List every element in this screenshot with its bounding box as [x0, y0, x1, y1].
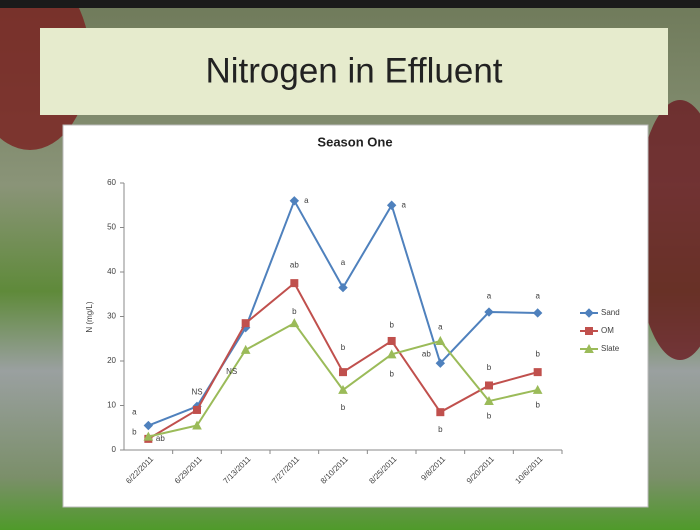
y-tick-label: 0 — [112, 445, 117, 454]
y-axis-label: N (mg/L) — [85, 301, 94, 332]
annotation: NS — [226, 367, 237, 376]
y-tick-label: 60 — [107, 178, 116, 187]
legend-marker — [586, 328, 593, 335]
y-tick-label: 50 — [107, 223, 116, 232]
chart-title: Season One — [317, 134, 392, 149]
annotation: a — [132, 407, 137, 416]
marker — [242, 320, 249, 327]
y-tick-label: 30 — [107, 312, 116, 321]
slide: Nitrogen in Effluent Season One N (mg/L)… — [0, 0, 700, 530]
y-tick-label: 20 — [107, 356, 116, 365]
annotation: b — [487, 412, 492, 421]
annotation: b — [389, 369, 394, 378]
annotation: b — [535, 401, 540, 410]
annotation: a — [438, 323, 443, 332]
annotation: b — [341, 343, 346, 352]
frame-top — [0, 0, 700, 8]
annotation: NS — [191, 387, 202, 396]
slide-title: Nitrogen in Effluent — [205, 51, 502, 90]
annotation: b — [132, 427, 137, 436]
annotation: b — [487, 363, 492, 372]
y-tick-label: 10 — [107, 401, 116, 410]
annotation: a — [304, 196, 309, 205]
legend-label: Slate — [601, 344, 620, 353]
legend-label: OM — [601, 326, 614, 335]
annotation: ab — [290, 260, 299, 269]
annotation: b — [535, 349, 540, 358]
legend-label: Sand — [601, 308, 620, 317]
marker — [291, 280, 298, 287]
annotation: b — [389, 321, 394, 330]
marker — [437, 409, 444, 416]
y-tick-label: 40 — [107, 267, 116, 276]
annotation: a — [341, 258, 346, 267]
annotation: b — [438, 425, 443, 434]
annotation: b — [341, 403, 346, 412]
annotation: ab — [156, 434, 165, 443]
annotation: a — [535, 292, 540, 301]
annotation: ab — [422, 349, 431, 358]
annotation: a — [401, 200, 406, 209]
marker — [486, 382, 493, 389]
marker — [194, 406, 201, 413]
marker — [534, 369, 541, 376]
annotation: a — [487, 292, 492, 301]
annotation: b — [292, 307, 297, 316]
marker — [340, 369, 347, 376]
marker — [388, 337, 395, 344]
